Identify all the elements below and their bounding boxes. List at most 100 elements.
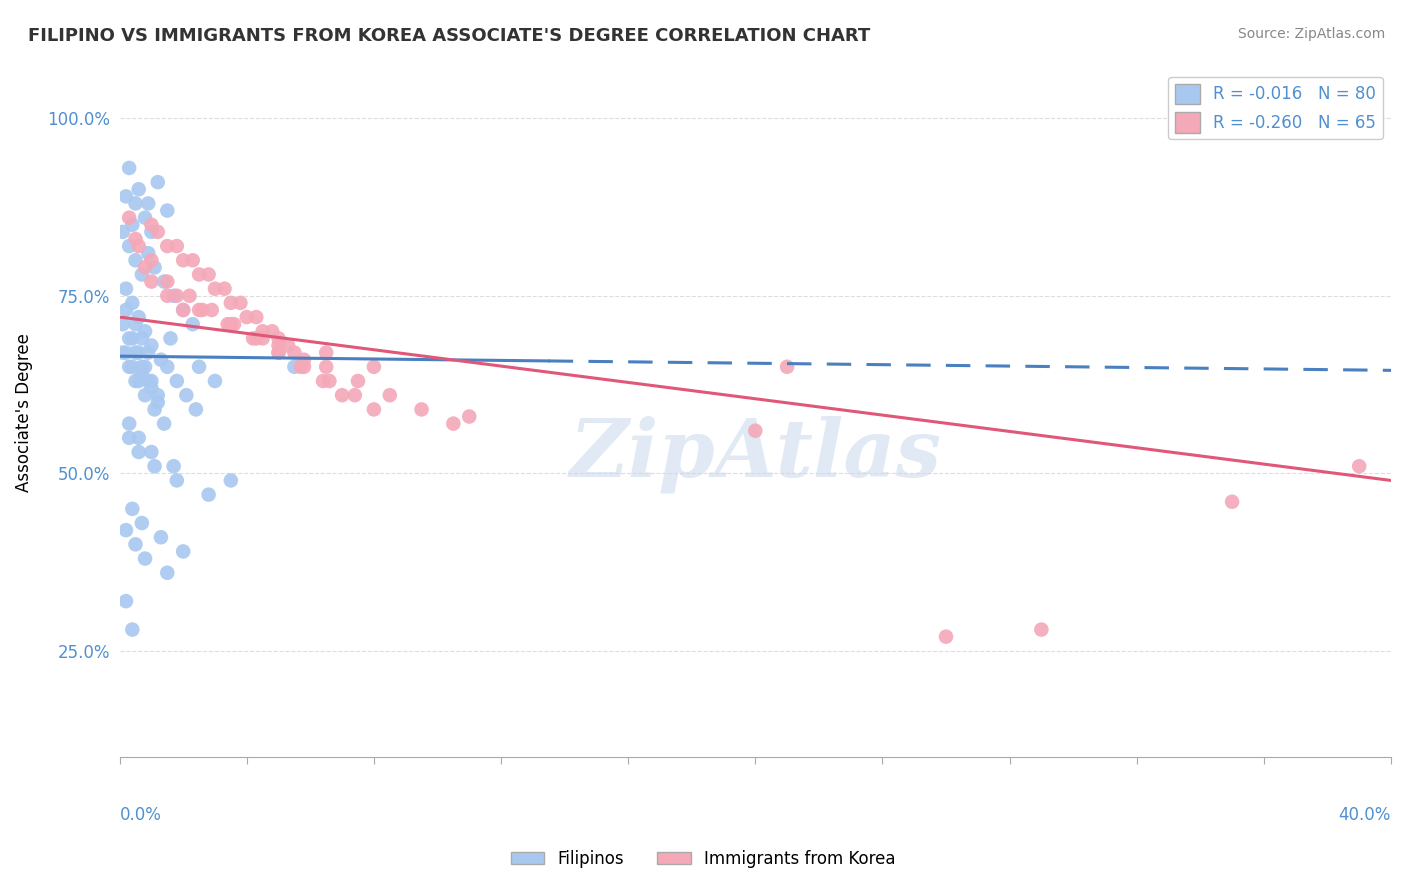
Point bbox=[115, 303, 138, 318]
Point bbox=[124, 317, 146, 331]
Point bbox=[252, 331, 274, 345]
Point bbox=[141, 225, 163, 239]
Point bbox=[176, 388, 198, 402]
Point bbox=[115, 594, 138, 608]
Point bbox=[121, 623, 143, 637]
Point bbox=[124, 232, 146, 246]
Point bbox=[204, 374, 226, 388]
Point bbox=[156, 275, 179, 289]
Point bbox=[118, 417, 141, 431]
Point bbox=[312, 374, 335, 388]
Point bbox=[124, 345, 146, 359]
Point bbox=[441, 417, 464, 431]
Point bbox=[143, 260, 166, 275]
Point bbox=[378, 388, 401, 402]
Point bbox=[290, 359, 312, 374]
Point bbox=[124, 253, 146, 268]
Point bbox=[134, 359, 156, 374]
Text: 40.0%: 40.0% bbox=[1339, 805, 1391, 823]
Point bbox=[181, 253, 204, 268]
Point bbox=[156, 359, 179, 374]
Point bbox=[262, 324, 284, 338]
Text: FILIPINO VS IMMIGRANTS FROM KOREA ASSOCIATE'S DEGREE CORRELATION CHART: FILIPINO VS IMMIGRANTS FROM KOREA ASSOCI… bbox=[28, 27, 870, 45]
Point bbox=[131, 359, 153, 374]
Point bbox=[111, 345, 134, 359]
Point bbox=[141, 381, 163, 395]
Point bbox=[128, 310, 150, 324]
Point bbox=[214, 282, 236, 296]
Point bbox=[252, 324, 274, 338]
Point bbox=[315, 359, 337, 374]
Point bbox=[222, 317, 245, 331]
Point bbox=[235, 310, 257, 324]
Point bbox=[141, 275, 163, 289]
Point bbox=[136, 196, 159, 211]
Point bbox=[219, 317, 242, 331]
Legend: Filipinos, Immigrants from Korea: Filipinos, Immigrants from Korea bbox=[503, 844, 903, 875]
Point bbox=[172, 303, 194, 318]
Point bbox=[131, 268, 153, 282]
Point bbox=[201, 303, 224, 318]
Point bbox=[283, 359, 305, 374]
Point bbox=[315, 345, 337, 359]
Point bbox=[131, 516, 153, 530]
Point bbox=[118, 359, 141, 374]
Point bbox=[1031, 623, 1053, 637]
Y-axis label: Associate's Degree: Associate's Degree bbox=[15, 334, 32, 492]
Point bbox=[143, 459, 166, 474]
Point bbox=[149, 352, 172, 367]
Point bbox=[217, 317, 239, 331]
Point bbox=[219, 317, 242, 331]
Point bbox=[242, 331, 264, 345]
Point bbox=[134, 260, 156, 275]
Point bbox=[111, 317, 134, 331]
Point bbox=[124, 374, 146, 388]
Point bbox=[118, 331, 141, 345]
Point bbox=[172, 303, 194, 318]
Point bbox=[136, 345, 159, 359]
Point bbox=[181, 317, 204, 331]
Point bbox=[115, 282, 138, 296]
Point bbox=[118, 161, 141, 175]
Point bbox=[121, 359, 143, 374]
Point bbox=[141, 218, 163, 232]
Point bbox=[131, 331, 153, 345]
Point bbox=[188, 359, 211, 374]
Point bbox=[141, 253, 163, 268]
Point bbox=[776, 359, 799, 374]
Point bbox=[166, 474, 188, 488]
Point bbox=[267, 345, 290, 359]
Point bbox=[156, 289, 179, 303]
Point bbox=[146, 175, 169, 189]
Point bbox=[141, 445, 163, 459]
Point bbox=[363, 359, 385, 374]
Point bbox=[136, 246, 159, 260]
Point bbox=[166, 239, 188, 253]
Point bbox=[343, 388, 366, 402]
Point bbox=[179, 289, 201, 303]
Point bbox=[118, 239, 141, 253]
Point bbox=[156, 203, 179, 218]
Point bbox=[115, 523, 138, 537]
Point bbox=[121, 501, 143, 516]
Point bbox=[292, 352, 315, 367]
Point bbox=[204, 282, 226, 296]
Point bbox=[935, 630, 957, 644]
Point bbox=[149, 530, 172, 544]
Point bbox=[111, 225, 134, 239]
Point bbox=[121, 331, 143, 345]
Point bbox=[134, 324, 156, 338]
Point bbox=[411, 402, 433, 417]
Legend: R = -0.016   N = 80, R = -0.260   N = 65: R = -0.016 N = 80, R = -0.260 N = 65 bbox=[1168, 77, 1382, 139]
Point bbox=[134, 388, 156, 402]
Point bbox=[267, 345, 290, 359]
Point bbox=[744, 424, 766, 438]
Point bbox=[229, 296, 252, 310]
Point bbox=[134, 211, 156, 225]
Point bbox=[184, 402, 207, 417]
Point bbox=[146, 225, 169, 239]
Point bbox=[156, 566, 179, 580]
Point bbox=[318, 374, 340, 388]
Point bbox=[121, 296, 143, 310]
Point bbox=[188, 303, 211, 318]
